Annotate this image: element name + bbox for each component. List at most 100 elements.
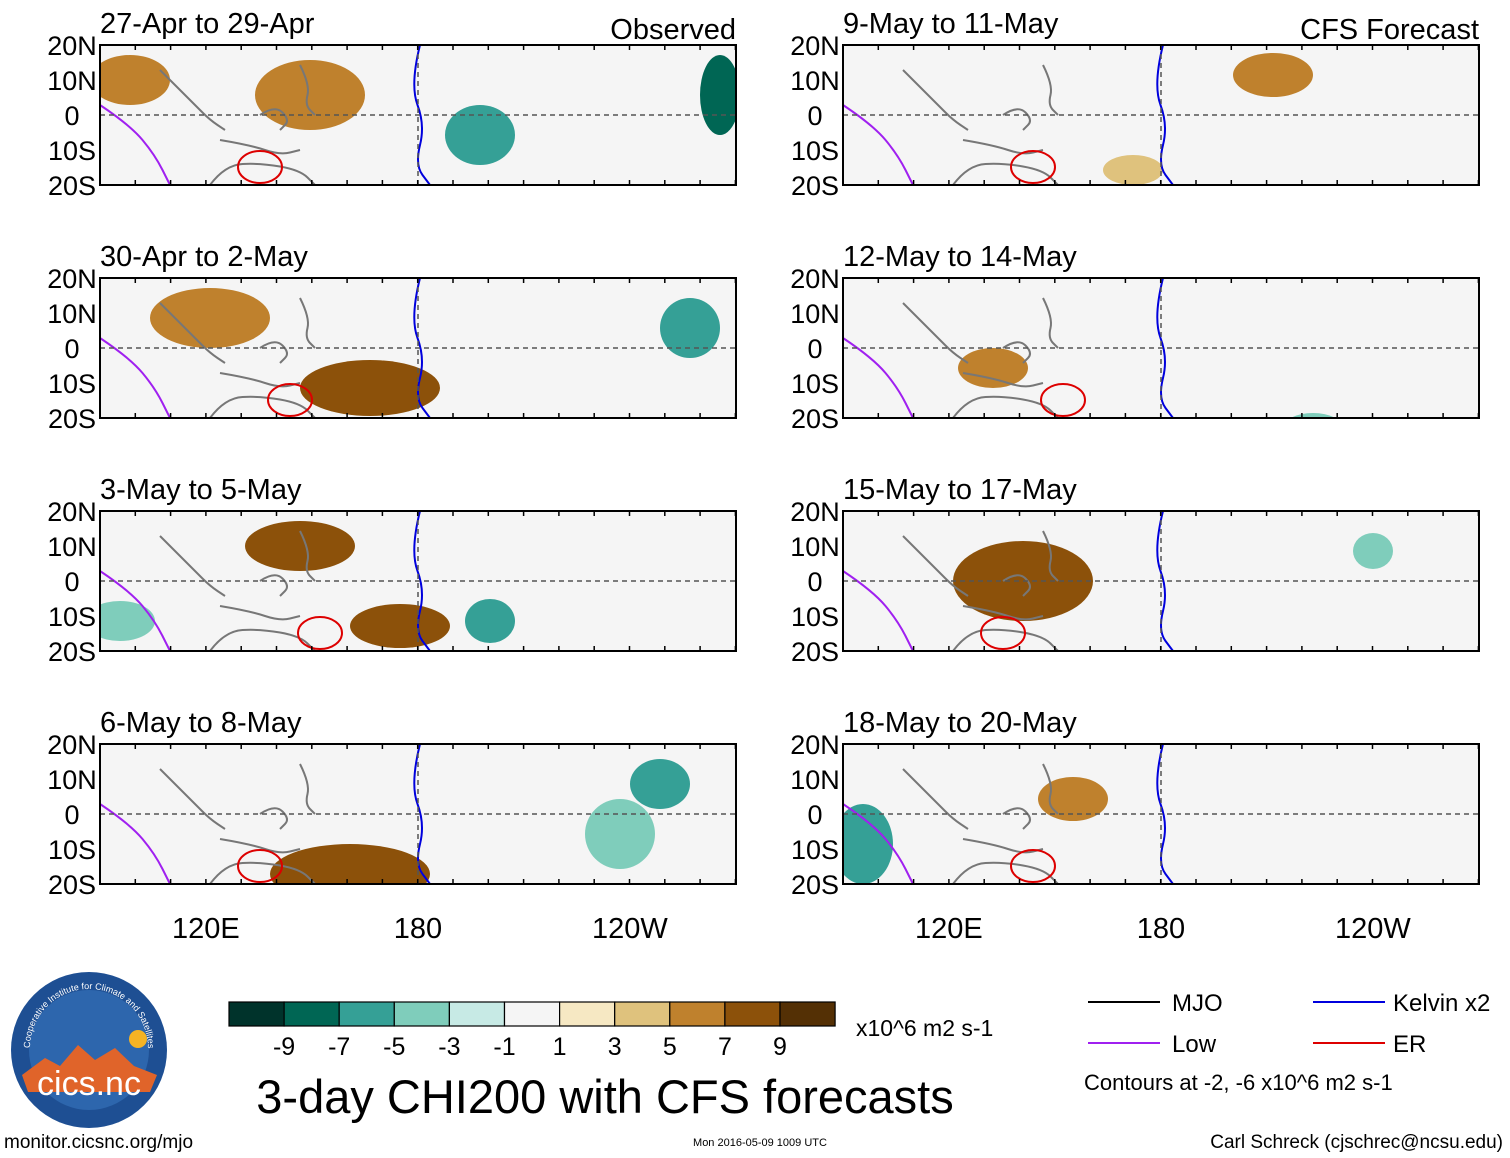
colorbar: -9 -7 -5 -3 -1 1 3 5 7 9 [228, 1001, 836, 1061]
y-tick-label: 20N [790, 31, 840, 61]
low-contour [843, 337, 914, 418]
colorbar-tick-label: -5 [383, 1033, 405, 1061]
low-contour [843, 803, 914, 884]
y-tick-label: 0 [64, 567, 79, 597]
y-tick-label: 10S [791, 602, 839, 632]
panel-period-title: 9-May to 11-May [843, 8, 1059, 40]
colorbar-tick-label: 3 [608, 1033, 622, 1061]
y-tick-label: 10S [791, 136, 839, 166]
chi-field-core [660, 298, 720, 358]
coastline [902, 302, 969, 364]
colorbar-swatch [228, 1001, 285, 1027]
y-tick-label: 20S [791, 404, 839, 434]
panel-period-title: 15-May to 17-May [843, 474, 1077, 506]
x-tick-label: 180 [394, 913, 442, 945]
y-tick-label: 10S [48, 835, 96, 865]
y-tick-label: 20S [48, 637, 96, 667]
colorbar-tick-label: 9 [773, 1033, 787, 1061]
er-contour [237, 150, 283, 184]
x-tick-label: 120E [172, 913, 240, 945]
y-tick-label: 20S [791, 171, 839, 201]
y-tick-label: 10S [48, 602, 96, 632]
column-header: Observed [610, 14, 736, 46]
y-tick-label: 20N [47, 31, 97, 61]
y-tick-label: 0 [64, 334, 79, 364]
chi-field-core [465, 599, 515, 643]
x-tick-label: 120W [592, 913, 668, 945]
y-tick-label: 10N [790, 765, 840, 795]
coastline [1042, 297, 1059, 349]
x-tick-label: 180 [1137, 913, 1185, 945]
er-contour [1010, 150, 1056, 184]
chi-field-core [350, 604, 450, 648]
colorbar-swatch [448, 1001, 506, 1027]
footer-timestamp: Mon 2016-05-09 1009 UTC [693, 1137, 827, 1149]
colorbar-swatch [558, 1001, 616, 1027]
chi-field-core [1103, 155, 1163, 185]
chi-field-core [100, 55, 170, 105]
er-contour [980, 616, 1026, 650]
y-tick-label: 10N [47, 299, 97, 329]
colorbar-tick-label: 5 [663, 1033, 677, 1061]
coastline [259, 108, 288, 131]
er-contour [1040, 383, 1086, 417]
contour-note: Contours at -2, -6 x10^6 m2 s-1 [1084, 1070, 1393, 1095]
chi-field-core [1233, 53, 1313, 97]
colorbar-swatch [393, 1001, 450, 1027]
y-tick-label: 10S [791, 835, 839, 865]
coastline [1042, 64, 1059, 116]
coastline [219, 605, 301, 621]
colorbar-tick-label: -7 [328, 1033, 350, 1061]
colorbar-swatch [614, 1001, 671, 1027]
chi-field-core [630, 759, 690, 809]
coastline [299, 763, 316, 815]
chi-field-core [585, 799, 655, 869]
y-tick-label: 10N [47, 765, 97, 795]
low-contour [100, 337, 171, 418]
coastline [1042, 530, 1059, 582]
x-tick-label: 120W [1335, 913, 1411, 945]
low-contour [843, 104, 914, 185]
er-contour [297, 616, 343, 650]
low-contour [100, 570, 171, 651]
coastline [159, 302, 226, 364]
y-tick-label: 0 [807, 567, 822, 597]
colorbar-tick-label: -9 [273, 1033, 295, 1061]
colorbar-swatch [503, 1001, 561, 1027]
y-tick-label: 0 [64, 800, 79, 830]
coastline [952, 861, 1059, 884]
chi-field-core [700, 55, 736, 135]
coastline [902, 768, 969, 830]
y-tick-label: 20N [47, 497, 97, 527]
coastline [299, 530, 316, 582]
er-contour [237, 849, 283, 883]
colorbar-tick-label: 7 [718, 1033, 732, 1061]
axis-labels: 120E 180 120W 120E 180 120W [172, 913, 1411, 945]
low-contour [100, 803, 171, 884]
chi-field-core [245, 521, 355, 571]
y-tick-label: 10N [790, 532, 840, 562]
coastline [1002, 807, 1031, 830]
colorbar-swatch [779, 1001, 836, 1027]
coastline [962, 605, 1044, 621]
y-tick-label: 0 [807, 800, 822, 830]
y-tick-label: 20S [48, 171, 96, 201]
footer-url[interactable]: monitor.cicsnc.org/mjo [4, 1132, 193, 1153]
y-tick-label: 10N [47, 532, 97, 562]
legend-label: MJO [1172, 990, 1223, 1017]
coastline [259, 341, 288, 364]
colorbar-tick-label: -1 [493, 1033, 515, 1061]
coastline [1002, 341, 1031, 364]
coastline [962, 372, 1044, 388]
y-tick-label: 0 [64, 101, 79, 131]
panel-period-title: 6-May to 8-May [100, 707, 302, 739]
panel-period-title: 27-Apr to 29-Apr [100, 8, 315, 40]
y-tick-label: 20S [791, 637, 839, 667]
er-contour [1010, 849, 1056, 883]
coastline [209, 861, 316, 884]
y-tick-label: 0 [807, 101, 822, 131]
